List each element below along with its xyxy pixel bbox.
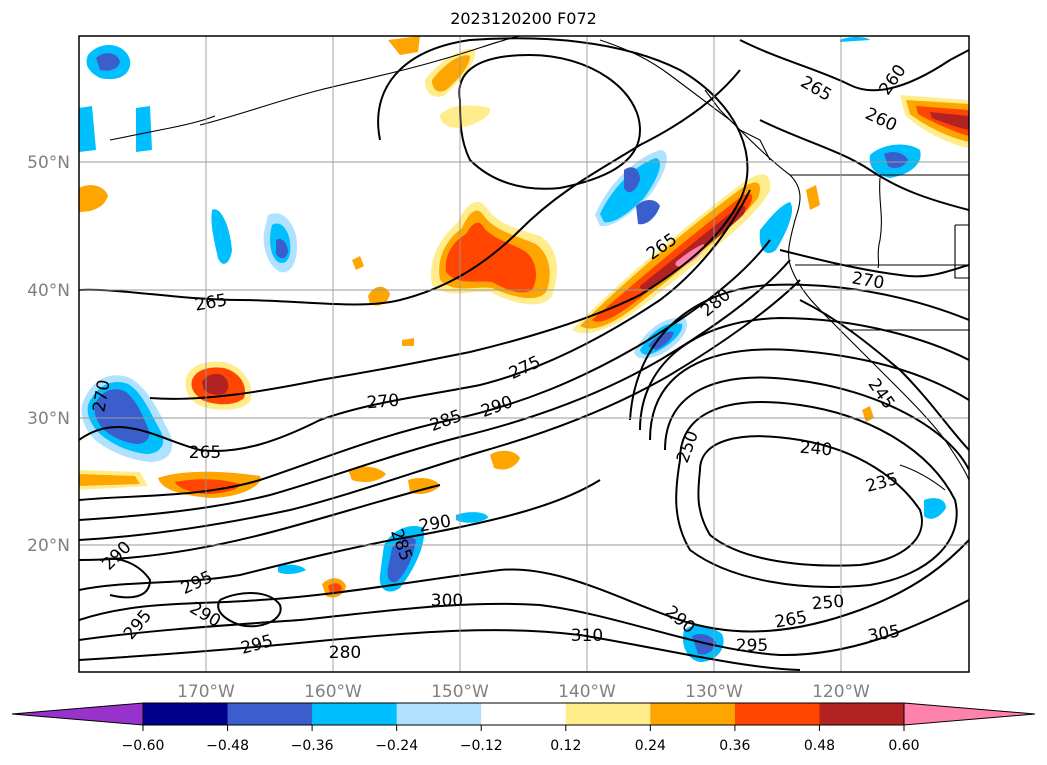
contour-label: 265 [189, 443, 221, 463]
contour-label: 260 [862, 104, 900, 136]
colorbar-segment [734, 703, 820, 725]
colorbar-tick-label: −0.48 [206, 738, 249, 754]
colorbar-tick-labels: −0.60 −0.48 −0.36 −0.24 −0.12 0.12 0.24 0.36 0.4… [122, 725, 920, 754]
anomaly-shading [79, 36, 969, 662]
height-contours [79, 37, 969, 671]
colorbar-segment [565, 703, 651, 725]
colorbar-segment [819, 703, 905, 725]
colorbar-tick-label: 0.24 [635, 738, 666, 754]
colorbar-tick-label: 0.60 [888, 738, 919, 754]
contour-label: 265 [773, 607, 808, 632]
contour-label: 290 [478, 392, 515, 422]
contour-label: 310 [571, 626, 603, 646]
colorbar-extend-right [903, 702, 1036, 726]
contour-label: 235 [864, 469, 901, 497]
colorbar-tick-label: −0.36 [291, 738, 334, 754]
colorbar-segment [227, 703, 313, 725]
lon-label-140w: 140°W [558, 682, 616, 702]
contour-label: 260 [876, 61, 911, 99]
contour-label: 250 [673, 428, 703, 465]
lat-label-40n: 40°N [27, 281, 70, 301]
colorbar-tick-label: −0.60 [122, 738, 165, 754]
colorbar-extend-left [11, 702, 144, 726]
lon-label-120w: 120°W [812, 682, 870, 702]
contour-label: 295 [178, 567, 216, 599]
contour-label: 265 [797, 72, 835, 106]
colorbar-tick-label: 0.48 [804, 738, 835, 754]
colorbar-segment [481, 703, 567, 725]
lon-label-150w: 150°W [431, 682, 489, 702]
map-frame [78, 35, 970, 673]
contour-label: 270 [366, 391, 400, 414]
contour-label: 240 [799, 438, 833, 461]
colorbar-segment [312, 703, 398, 725]
colorbar: −0.60 −0.48 −0.36 −0.24 −0.12 0.12 0.24 0.36 0.4… [11, 702, 1036, 754]
lon-label-130w: 130°W [685, 682, 743, 702]
coastlines [109, 36, 969, 491]
colorbar-segment [143, 703, 229, 725]
contour-label: 295 [239, 631, 276, 659]
map-title: 2023120200 F072 [450, 9, 597, 28]
contour-label: 275 [506, 352, 544, 384]
colorbar-tick-label: 0.36 [719, 738, 750, 754]
colorbar-segment [650, 703, 736, 725]
colorbar-tick-label: 0.12 [550, 738, 581, 754]
axis-labels: 50°N 40°N 30°N 20°N 170°W 160°W 150°W 14… [27, 153, 870, 702]
lat-label-20n: 20°N [27, 536, 70, 556]
colorbar-segment [396, 703, 482, 725]
contour-label: 285 [427, 406, 464, 436]
colorbar-tick-label: −0.12 [460, 738, 503, 754]
lat-label-50n: 50°N [27, 153, 70, 173]
lon-label-170w: 170°W [177, 682, 235, 702]
contour-label: 295 [120, 606, 156, 644]
contour-label: 280 [329, 643, 361, 663]
gridlines [79, 36, 969, 672]
lat-label-30n: 30°N [27, 409, 70, 429]
lon-label-160w: 160°W [304, 682, 362, 702]
contour-label: 250 [811, 592, 845, 615]
contour-label: 290 [98, 537, 135, 574]
contour-label: 300 [431, 591, 463, 611]
colorbar-segments [143, 703, 905, 725]
contour-label: 295 [736, 636, 768, 656]
colorbar-tick-label: −0.24 [375, 738, 418, 754]
contour-label: 290 [417, 511, 452, 536]
contour-label: 305 [866, 621, 901, 646]
contour-label: 265 [193, 290, 228, 315]
